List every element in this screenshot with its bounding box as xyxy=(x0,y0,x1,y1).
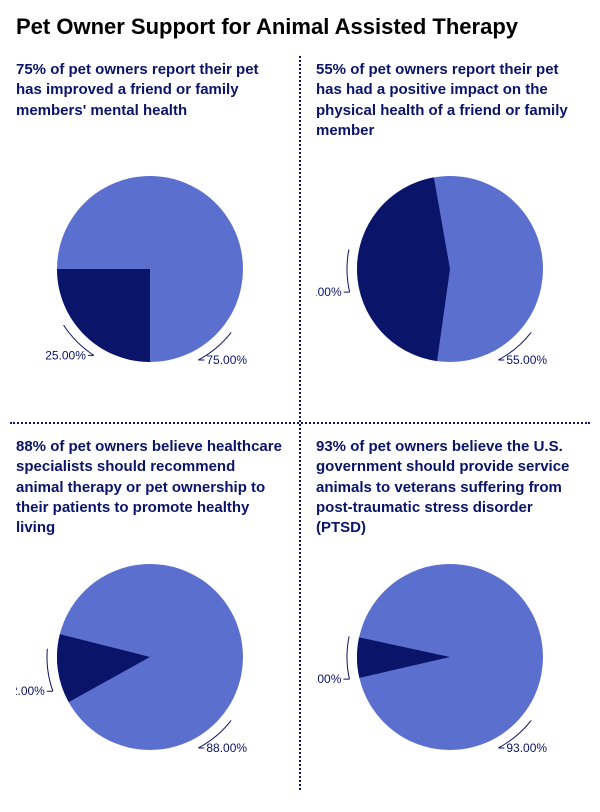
panel-physical-health: 55% of pet owners report their pet has h… xyxy=(300,46,600,423)
svg-text:7.00%: 7.00% xyxy=(316,672,342,686)
pie-chart: 45.00% 55.00% xyxy=(316,154,584,404)
pie-chart: 7.00% 93.00% xyxy=(316,542,584,792)
pie-chart: 25.00% 75.00% xyxy=(16,154,284,404)
svg-text:93.00%: 93.00% xyxy=(506,741,547,755)
svg-text:25.00%: 25.00% xyxy=(45,348,86,362)
panel-title: 93% of pet owners believe the U.S. gover… xyxy=(316,437,584,538)
panel-title: 88% of pet owners believe healthcare spe… xyxy=(16,437,284,538)
panel-title: 55% of pet owners report their pet has h… xyxy=(316,60,584,150)
panel-recommend-therapy: 88% of pet owners believe healthcare spe… xyxy=(0,423,300,800)
panel-title: 75% of pet owners report their pet has i… xyxy=(16,60,284,150)
panel-veterans-ptsd: 93% of pet owners believe the U.S. gover… xyxy=(300,423,600,800)
svg-text:88.00%: 88.00% xyxy=(206,741,247,755)
svg-text:12.00%: 12.00% xyxy=(16,684,45,698)
chart-grid: 75% of pet owners report their pet has i… xyxy=(0,46,600,800)
svg-text:45.00%: 45.00% xyxy=(316,285,342,299)
panel-mental-health: 75% of pet owners report their pet has i… xyxy=(0,46,300,423)
pie-chart: 12.00% 88.00% xyxy=(16,542,284,792)
page-title: Pet Owner Support for Animal Assisted Th… xyxy=(0,0,600,46)
svg-text:75.00%: 75.00% xyxy=(206,353,247,367)
svg-text:55.00%: 55.00% xyxy=(506,353,547,367)
